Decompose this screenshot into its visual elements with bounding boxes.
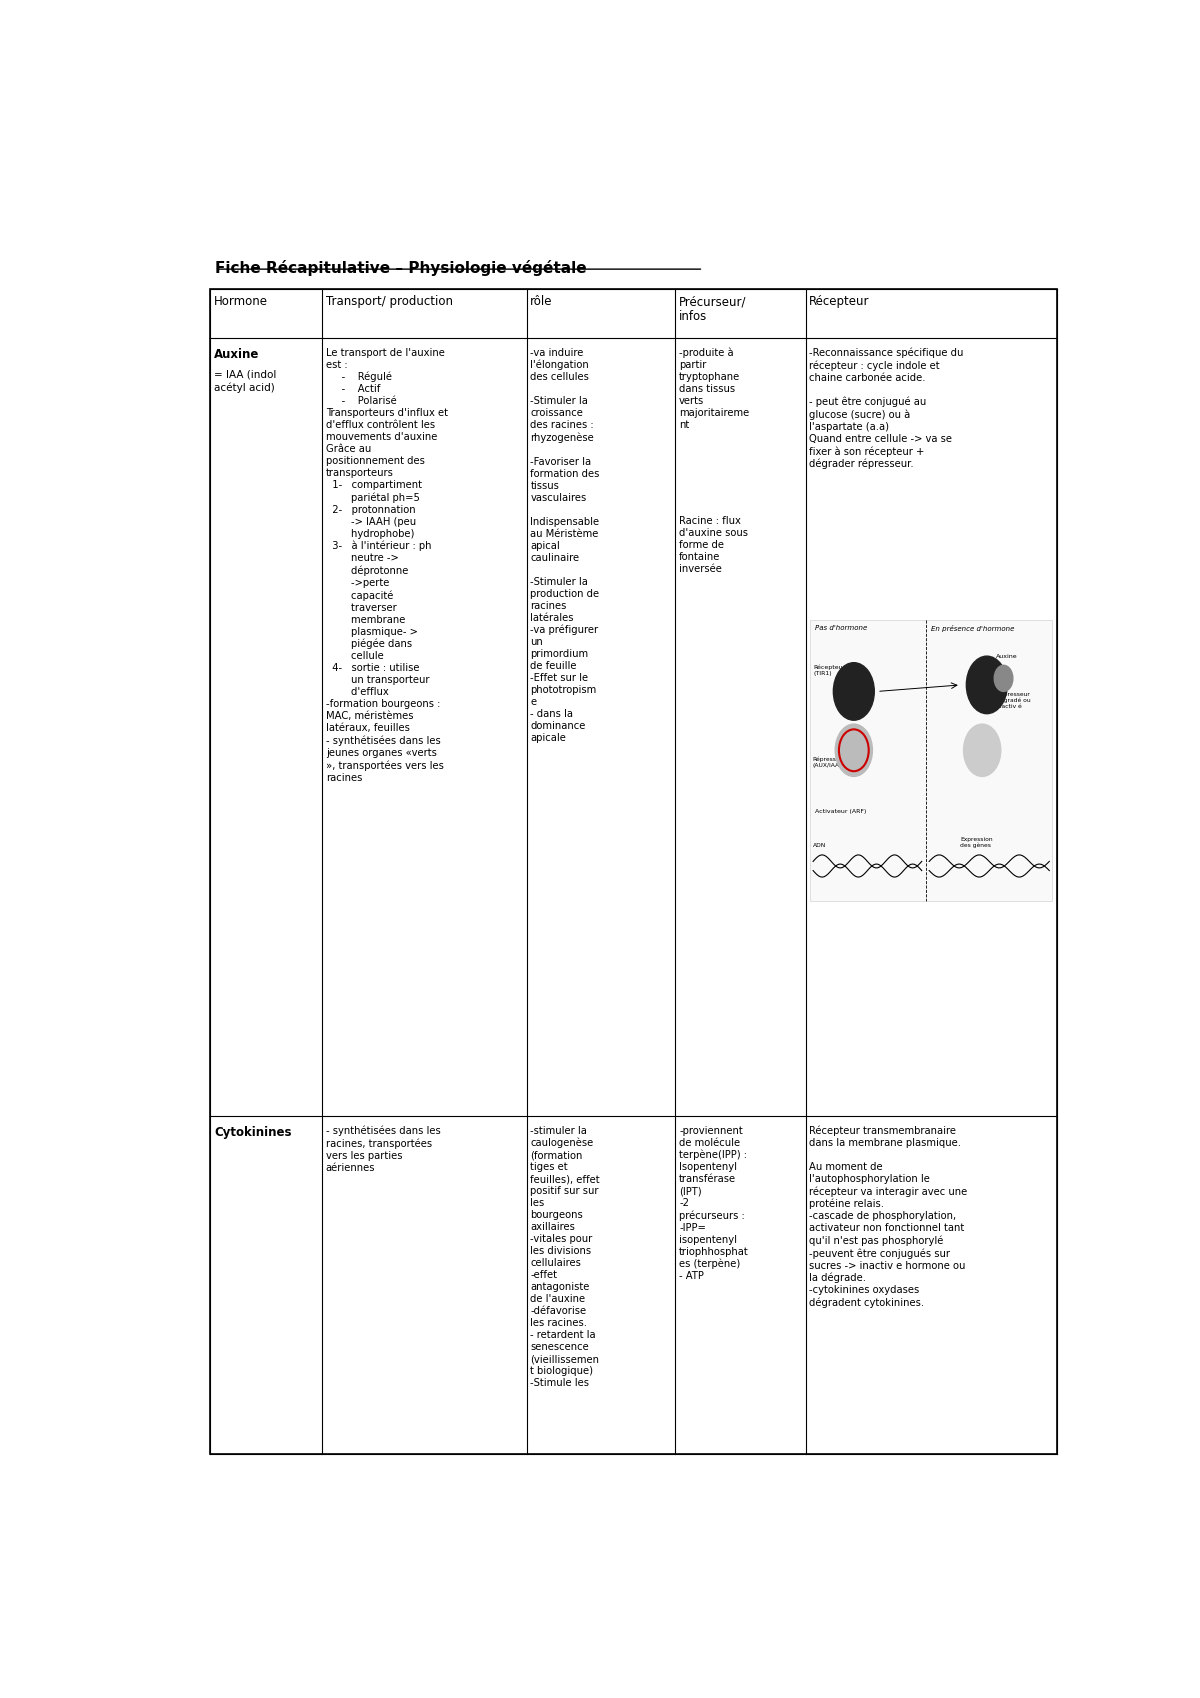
- Text: Répresseur
(AUX/IAA): Répresseur (AUX/IAA): [812, 757, 846, 767]
- Circle shape: [835, 723, 872, 776]
- Text: -va induire
l'élongation
des cellules

-Stimuler la
croissance
des racines :
rhy: -va induire l'élongation des cellules -S…: [530, 348, 600, 744]
- Text: rôle: rôle: [530, 295, 553, 309]
- FancyBboxPatch shape: [810, 620, 1052, 900]
- Text: - synthétisées dans les
racines, transportées
vers les parties
aériennes: - synthétisées dans les racines, transpo…: [325, 1126, 440, 1173]
- Text: Transport/ production: Transport/ production: [325, 295, 452, 309]
- Text: Récepteur
(TIR1): Récepteur (TIR1): [814, 664, 845, 676]
- Text: Récepteur: Récepteur: [809, 295, 870, 309]
- Text: Cytokinines: Cytokinines: [214, 1126, 292, 1139]
- FancyBboxPatch shape: [210, 289, 1057, 1453]
- Circle shape: [995, 666, 1013, 691]
- Text: Précurseur/
infos: Précurseur/ infos: [679, 295, 746, 323]
- Text: Pas d'hormone: Pas d'hormone: [815, 625, 868, 630]
- Circle shape: [833, 662, 875, 720]
- Text: Hormone: Hormone: [214, 295, 268, 309]
- Text: -proviennent
de molécule
terpène(IPP) :
Isopentenyl
transférase
(IPT)
-2
précurs: -proviennent de molécule terpène(IPP) : …: [679, 1126, 749, 1282]
- Text: -produite à
partir
tryptophane
dans tissus
verts
majoritaireme
nt







Racine : -produite à partir tryptophane dans tiss…: [679, 348, 750, 574]
- Text: Auxine: Auxine: [996, 654, 1018, 659]
- Text: En présence d'hormone: En présence d'hormone: [931, 625, 1014, 632]
- Text: Le transport de l'auxine
est :
     -    Régulé
     -    Actif
     -    Polari: Le transport de l'auxine est : - Régulé …: [325, 348, 448, 783]
- Text: -Reconnaissance spécifique du
récepteur : cycle indole et
chaine carbonée acide.: -Reconnaissance spécifique du récepteur …: [809, 348, 964, 469]
- Text: Auxine: Auxine: [214, 348, 259, 360]
- Circle shape: [966, 655, 1007, 713]
- Text: Activateur (ARF): Activateur (ARF): [815, 810, 866, 813]
- Text: ADN: ADN: [814, 844, 827, 849]
- Text: -stimuler la
caulogenèse
(formation
tiges et
feuilles), effet
positif sur sur
le: -stimuler la caulogenèse (formation tige…: [530, 1126, 600, 1389]
- Text: Répresseur
dégradé ou
inactiv é: Répresseur dégradé ou inactiv é: [996, 691, 1031, 710]
- Circle shape: [964, 723, 1001, 776]
- Text: Expression
des gènes: Expression des gènes: [960, 837, 992, 849]
- Text: Récepteur transmembranaire
dans la membrane plasmique.

Au moment de
l'autophosp: Récepteur transmembranaire dans la membr…: [809, 1126, 967, 1307]
- Text: = IAA (indol
acétyl acid): = IAA (indol acétyl acid): [214, 370, 276, 392]
- Text: Fiche Récapitulative – Physiologie végétale: Fiche Récapitulative – Physiologie végét…: [215, 260, 587, 277]
